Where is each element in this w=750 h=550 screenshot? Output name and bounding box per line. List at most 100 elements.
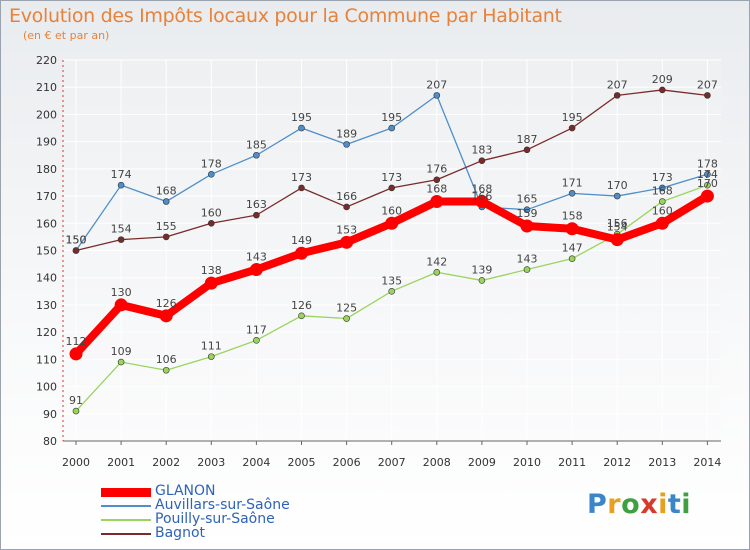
y-tick-label: 150: [36, 245, 57, 258]
data-point-glanon: [610, 233, 624, 247]
data-point-pouilly-sur-saone: [343, 315, 350, 322]
data-label-bagnot: 155: [156, 220, 177, 233]
data-label-bagnot: 176: [426, 163, 447, 176]
data-point-bagnot: [388, 184, 396, 192]
series-layer: [69, 86, 714, 415]
data-point-pouilly-sur-saone: [162, 366, 170, 374]
data-label-auvillars-sur-saone: 166: [471, 190, 492, 203]
data-label-pouilly-sur-saone: 109: [111, 345, 132, 358]
data-point-auvillars-sur-saone: [658, 184, 666, 192]
legend-label: Pouilly-sur-Saône: [155, 511, 275, 527]
x-tick-label: 2005: [288, 456, 316, 469]
data-label-pouilly-sur-saone: 126: [291, 299, 312, 312]
data-point-auvillars-sur-saone: [613, 192, 621, 200]
y-tick-label: 140: [36, 272, 57, 285]
data-point-bagnot: [568, 124, 576, 132]
data-label-auvillars-sur-saone: 189: [336, 127, 357, 140]
data-label-pouilly-sur-saone: 168: [652, 185, 673, 198]
data-label-auvillars-sur-saone: 168: [156, 185, 177, 198]
data-point-glanon: [114, 298, 128, 312]
data-label-auvillars-sur-saone: 173: [652, 171, 673, 184]
logo-letter: i: [681, 489, 692, 520]
x-tick-label: 2012: [603, 456, 631, 469]
y-tick-label: 200: [36, 108, 57, 121]
data-label-bagnot: 150: [66, 234, 87, 247]
data-point-glanon: [69, 347, 83, 361]
logo-letter: P: [587, 489, 608, 520]
x-tick-label: 2000: [62, 456, 90, 469]
grid: [63, 59, 721, 442]
y-tick-label: 120: [36, 326, 57, 339]
data-label-bagnot: 166: [336, 190, 357, 203]
data-label-auvillars-sur-saone: 165: [517, 193, 538, 206]
proxiti-logo: Proxiti: [587, 489, 691, 520]
data-point-bagnot: [658, 86, 666, 94]
data-point-bagnot: [253, 211, 260, 219]
data-label-bagnot: 207: [697, 78, 718, 91]
data-point-bagnot: [117, 236, 125, 243]
data-label-glanon: 160: [381, 204, 402, 217]
data-point-glanon: [159, 309, 173, 323]
x-tick-label: 2004: [242, 456, 270, 469]
data-point-bagnot: [478, 157, 486, 164]
data-point-glanon: [475, 195, 489, 209]
legend-swatch: [101, 505, 151, 507]
logo-letter: o: [621, 489, 641, 520]
x-tick-label: 2014: [693, 456, 721, 469]
x-tick-label: 2008: [423, 456, 451, 469]
data-point-glanon: [655, 216, 669, 230]
data-point-bagnot: [433, 176, 441, 184]
data-point-pouilly-sur-saone: [72, 407, 80, 415]
data-label-pouilly-sur-saone: 125: [336, 302, 357, 315]
data-point-bagnot: [704, 92, 711, 99]
y-tick-label: 130: [36, 299, 57, 312]
data-point-bagnot: [162, 233, 170, 241]
data-label-bagnot: 173: [291, 171, 312, 184]
data-label-glanon: 143: [246, 251, 267, 264]
data-point-pouilly-sur-saone: [658, 198, 666, 205]
data-point-auvillars-sur-saone: [117, 181, 125, 189]
data-label-auvillars-sur-saone: 207: [426, 78, 447, 91]
data-label-bagnot: 154: [111, 223, 132, 236]
data-label-glanon: 112: [66, 335, 87, 348]
data-point-pouilly-sur-saone: [117, 358, 125, 366]
x-tick-label: 2009: [468, 456, 496, 469]
data-label-bagnot: 160: [201, 206, 222, 219]
data-point-pouilly-sur-saone: [568, 255, 576, 262]
data-point-glanon: [520, 219, 534, 233]
legend-label: Bagnot: [155, 525, 205, 541]
data-label-bagnot: 163: [246, 198, 267, 211]
data-point-auvillars-sur-saone: [523, 206, 531, 213]
x-tick-label: 2011: [558, 456, 586, 469]
data-label-auvillars-sur-saone: 150: [66, 234, 87, 247]
data-point-glanon: [340, 235, 354, 249]
legend-swatch: [101, 533, 151, 535]
data-label-pouilly-sur-saone: 142: [426, 255, 447, 268]
data-point-bagnot: [343, 203, 350, 211]
chart-subtitle: (en € et par an): [23, 29, 110, 42]
legend-swatch: [101, 519, 151, 521]
data-label-glanon: 153: [336, 223, 357, 236]
data-point-auvillars-sur-saone: [568, 190, 576, 197]
data-label-pouilly-sur-saone: 111: [201, 340, 222, 353]
data-label-pouilly-sur-saone: 174: [697, 168, 718, 181]
data-label-bagnot: 207: [607, 78, 628, 91]
data-point-bagnot: [298, 184, 305, 192]
data-label-glanon: 126: [156, 297, 177, 310]
data-point-glanon: [295, 246, 308, 260]
x-tick-label: 2006: [333, 456, 361, 469]
y-tick-label: 90: [43, 408, 57, 421]
data-label-pouilly-sur-saone: 156: [607, 217, 628, 230]
data-label-pouilly-sur-saone: 147: [562, 242, 583, 255]
data-label-pouilly-sur-saone: 117: [246, 323, 267, 336]
data-point-auvillars-sur-saone: [298, 124, 305, 132]
data-label-bagnot: 173: [381, 171, 402, 184]
data-label-glanon: 130: [111, 286, 132, 299]
data-label-glanon: 149: [291, 234, 312, 247]
logo-letter: i: [658, 489, 668, 520]
x-tick-label: 2002: [152, 456, 180, 469]
data-label-auvillars-sur-saone: 195: [291, 111, 312, 124]
data-point-pouilly-sur-saone: [478, 277, 486, 284]
